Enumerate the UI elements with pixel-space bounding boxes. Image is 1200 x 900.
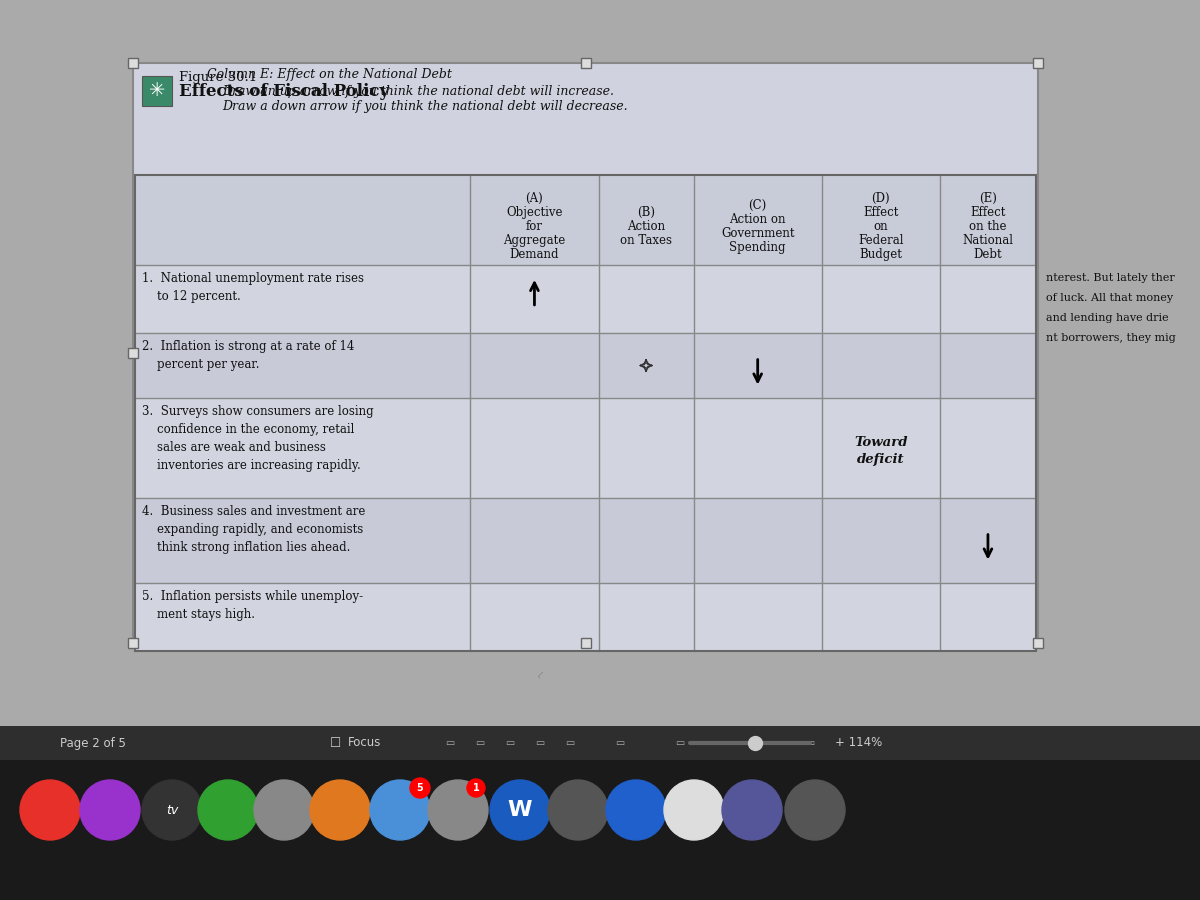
Text: and lending have drie: and lending have drie xyxy=(1046,313,1169,323)
Text: Effect: Effect xyxy=(863,206,899,219)
Text: ☐: ☐ xyxy=(330,736,341,750)
Text: Objective: Objective xyxy=(506,206,563,219)
Text: Column E: Effect on the National Debt: Column E: Effect on the National Debt xyxy=(208,68,452,81)
Text: on Taxes: on Taxes xyxy=(620,234,672,247)
Circle shape xyxy=(467,779,485,797)
FancyBboxPatch shape xyxy=(0,760,1200,900)
Text: Draw a down arrow if you think the national debt will decrease.: Draw a down arrow if you think the natio… xyxy=(222,100,628,113)
Circle shape xyxy=(548,780,608,840)
Text: ▭: ▭ xyxy=(676,738,685,748)
Text: for: for xyxy=(526,220,542,233)
Circle shape xyxy=(722,780,782,840)
Text: ▭: ▭ xyxy=(475,738,485,748)
Text: (B): (B) xyxy=(637,206,655,219)
Text: 5.  Inflation persists while unemploy-
    ment stays high.: 5. Inflation persists while unemploy- me… xyxy=(142,590,364,621)
Circle shape xyxy=(410,778,430,798)
Text: 4.  Business sales and investment are
    expanding rapidly, and economists
    : 4. Business sales and investment are exp… xyxy=(142,505,365,554)
FancyBboxPatch shape xyxy=(133,63,1038,643)
Circle shape xyxy=(80,780,140,840)
Text: 1.  National unemployment rate rises
    to 12 percent.: 1. National unemployment rate rises to 1… xyxy=(142,272,364,303)
FancyBboxPatch shape xyxy=(134,398,1036,498)
FancyBboxPatch shape xyxy=(581,58,590,68)
Text: 5: 5 xyxy=(416,783,424,793)
Text: Budget: Budget xyxy=(859,248,902,261)
Text: ▭: ▭ xyxy=(565,738,575,748)
Circle shape xyxy=(142,780,202,840)
Circle shape xyxy=(254,780,314,840)
Text: Effects of Fiscal Policy: Effects of Fiscal Policy xyxy=(179,83,389,100)
Text: Demand: Demand xyxy=(510,248,559,261)
Text: ▭: ▭ xyxy=(805,738,815,748)
Text: tv: tv xyxy=(166,804,178,816)
Text: (E): (E) xyxy=(979,192,997,205)
Text: ▭: ▭ xyxy=(736,738,745,748)
Text: Figure 30.1: Figure 30.1 xyxy=(179,71,257,84)
Text: Debt: Debt xyxy=(973,248,1002,261)
FancyBboxPatch shape xyxy=(134,175,1036,265)
Text: Federal: Federal xyxy=(858,234,904,247)
Text: deficit: deficit xyxy=(857,454,905,466)
Text: on the: on the xyxy=(970,220,1007,233)
Text: ▭: ▭ xyxy=(535,738,545,748)
Text: nt borrowers, they mig: nt borrowers, they mig xyxy=(1046,333,1176,343)
FancyBboxPatch shape xyxy=(1033,638,1043,648)
Circle shape xyxy=(310,780,370,840)
Text: Spending: Spending xyxy=(730,241,786,254)
FancyBboxPatch shape xyxy=(581,638,590,648)
Circle shape xyxy=(198,780,258,840)
FancyBboxPatch shape xyxy=(128,348,138,358)
Text: Aggregate: Aggregate xyxy=(503,234,565,247)
Circle shape xyxy=(606,780,666,840)
Text: ✳: ✳ xyxy=(149,82,166,101)
Text: of luck. All that money: of luck. All that money xyxy=(1046,293,1174,303)
Text: Toward: Toward xyxy=(854,436,907,449)
Text: Government: Government xyxy=(721,227,794,240)
Text: 2.  Inflation is strong at a rate of 14
    percent per year.: 2. Inflation is strong at a rate of 14 p… xyxy=(142,340,354,371)
Circle shape xyxy=(428,780,488,840)
Circle shape xyxy=(20,780,80,840)
Text: ▭: ▭ xyxy=(505,738,515,748)
Text: Action: Action xyxy=(628,220,665,233)
Text: 3.  Surveys show consumers are losing
    confidence in the economy, retail
    : 3. Surveys show consumers are losing con… xyxy=(142,405,373,472)
Text: (D): (D) xyxy=(871,192,890,205)
FancyBboxPatch shape xyxy=(134,333,1036,398)
FancyBboxPatch shape xyxy=(142,76,172,106)
Text: + 114%: + 114% xyxy=(835,736,882,750)
Circle shape xyxy=(490,780,550,840)
Text: National: National xyxy=(962,234,1014,247)
Text: ▭: ▭ xyxy=(445,738,455,748)
FancyBboxPatch shape xyxy=(128,638,138,648)
FancyBboxPatch shape xyxy=(128,58,138,68)
Text: Action on: Action on xyxy=(730,213,786,226)
Text: ▭: ▭ xyxy=(616,738,625,748)
Circle shape xyxy=(785,780,845,840)
Text: (A): (A) xyxy=(526,192,544,205)
FancyBboxPatch shape xyxy=(134,583,1036,651)
Text: on: on xyxy=(874,220,888,233)
Text: Effect: Effect xyxy=(971,206,1006,219)
Circle shape xyxy=(370,780,430,840)
FancyBboxPatch shape xyxy=(1033,58,1043,68)
Text: Draw an up arrow if you think the national debt will increase.: Draw an up arrow if you think the nation… xyxy=(222,85,614,98)
Text: Page 2 of 5: Page 2 of 5 xyxy=(60,736,126,750)
FancyBboxPatch shape xyxy=(134,498,1036,583)
Text: 1: 1 xyxy=(473,783,479,793)
FancyBboxPatch shape xyxy=(134,265,1036,333)
Text: W: W xyxy=(508,800,533,820)
FancyBboxPatch shape xyxy=(0,726,1200,760)
Text: Focus: Focus xyxy=(348,736,382,750)
Text: (C): (C) xyxy=(749,199,767,212)
Circle shape xyxy=(664,780,724,840)
Text: nterest. But lately ther: nterest. But lately ther xyxy=(1046,273,1175,283)
Text: ⌐: ⌐ xyxy=(535,669,550,682)
